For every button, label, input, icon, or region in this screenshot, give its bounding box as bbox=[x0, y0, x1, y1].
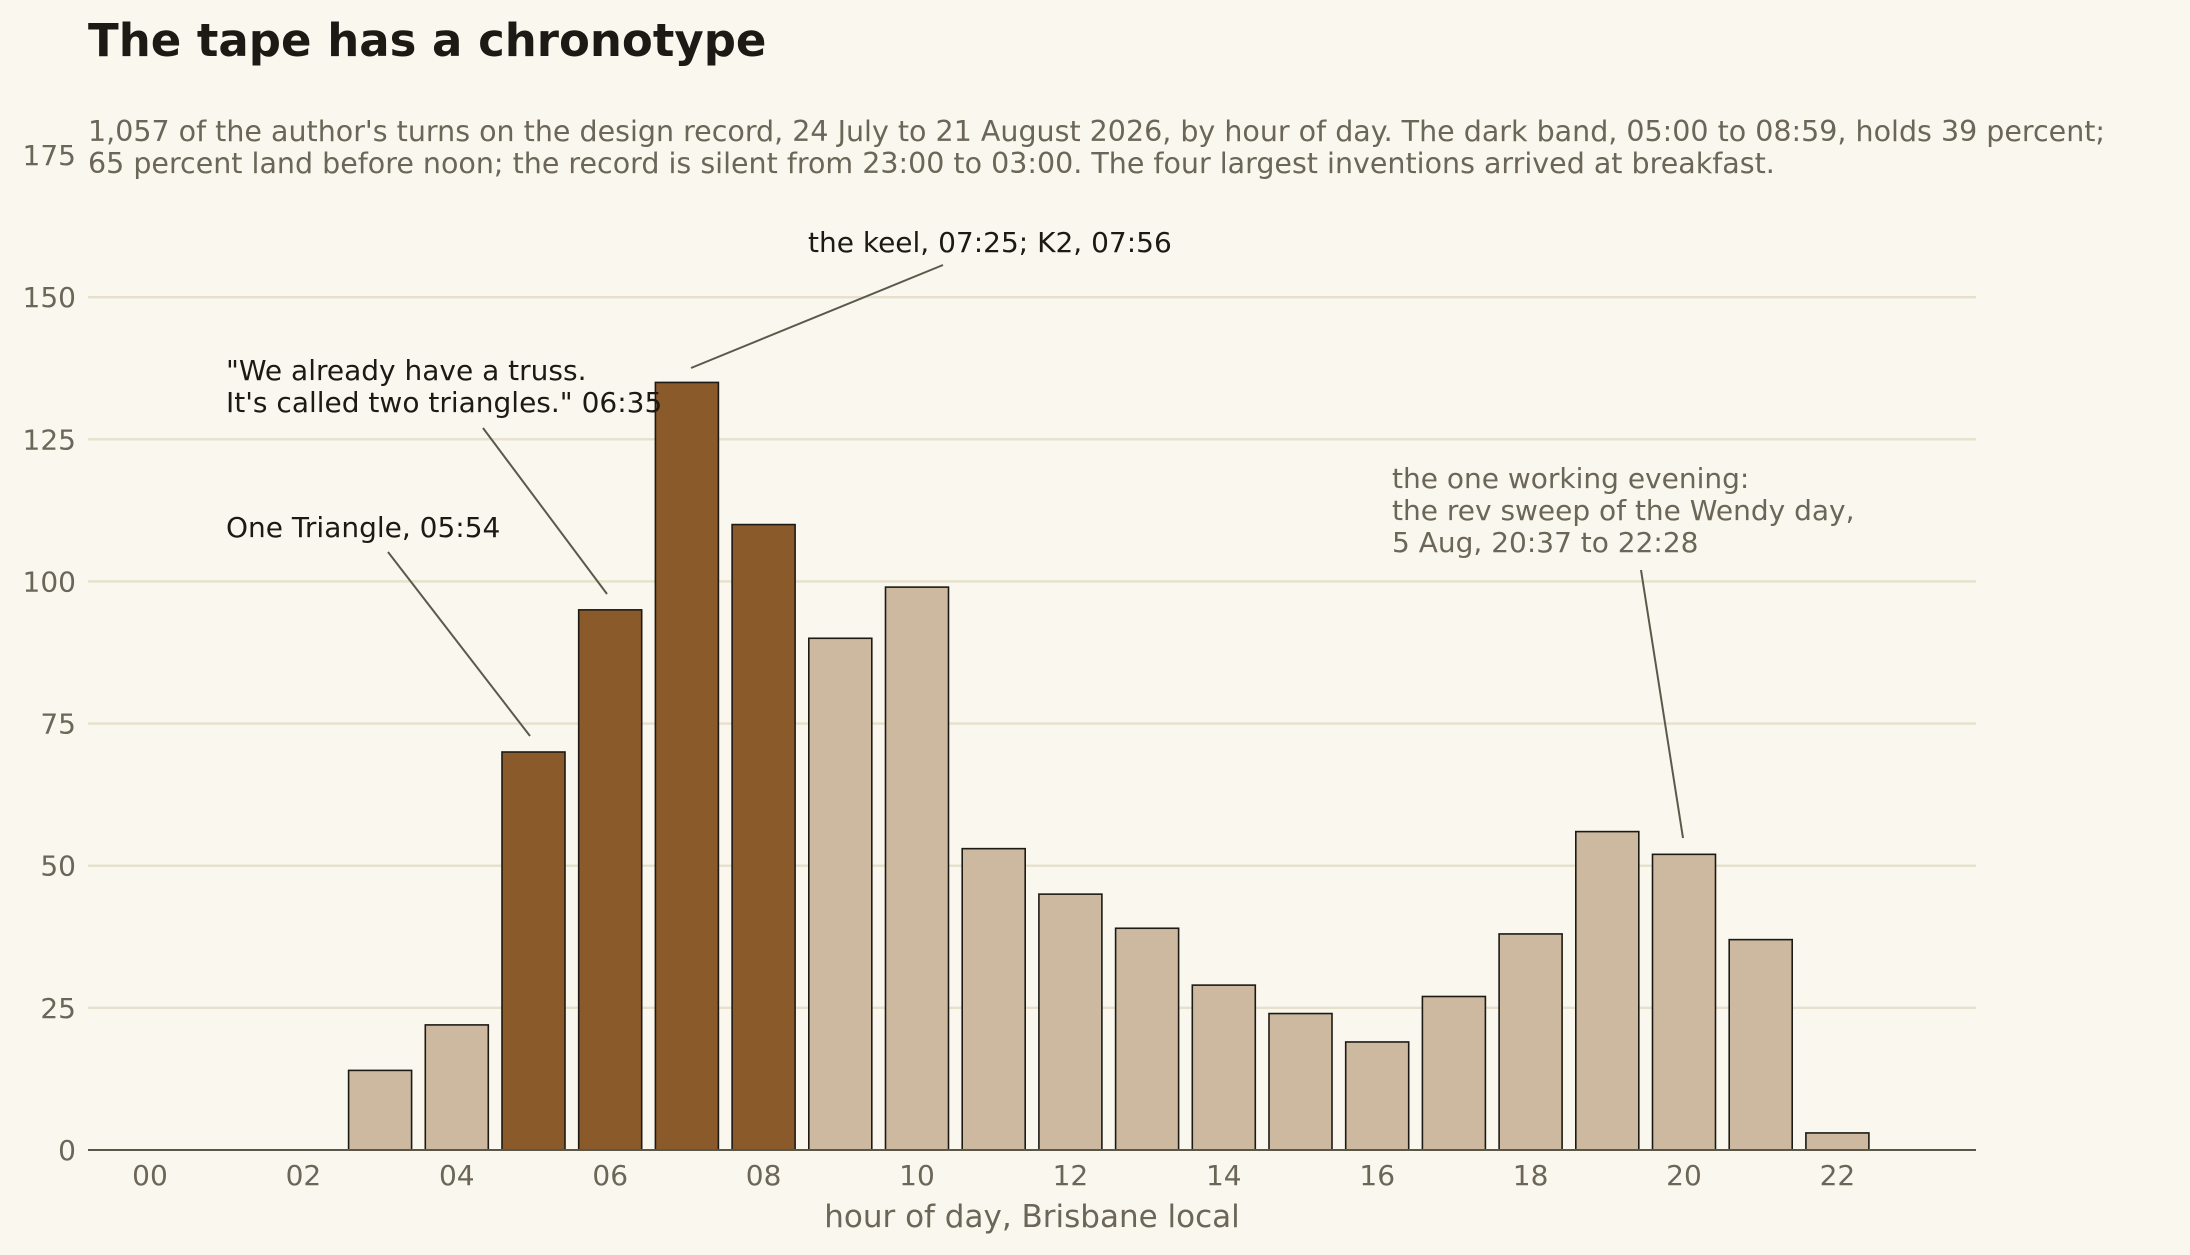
bar-hour-21 bbox=[1728, 938, 1793, 1151]
bar-hour-14 bbox=[1191, 984, 1257, 1151]
bar-hour-18 bbox=[1498, 933, 1563, 1151]
bar-hour-20 bbox=[1651, 853, 1717, 1151]
bar-hour-22 bbox=[1805, 1132, 1870, 1151]
bars bbox=[117, 381, 1947, 1151]
bar-hour-10 bbox=[884, 586, 950, 1151]
x-axis-ticks: 00 02 04 06 08 10 12 14 16 18 20 22 bbox=[132, 1159, 1855, 1192]
annotations: One Triangle, 05:54 "We already have a tr… bbox=[226, 226, 1854, 839]
x-tick-label: 08 bbox=[746, 1159, 782, 1192]
bar-hour-16 bbox=[1344, 1041, 1410, 1151]
bar-hour-15 bbox=[1268, 1012, 1333, 1151]
annotation-text: the one working evening: bbox=[1392, 462, 1749, 495]
subtitle-line-1: 1,057 of the author's turns on the desig… bbox=[88, 115, 2106, 148]
x-tick-label: 02 bbox=[286, 1159, 322, 1192]
bar-hour-04 bbox=[424, 1024, 490, 1151]
bar-hour-17 bbox=[1421, 995, 1487, 1151]
y-tick-label: 125 bbox=[23, 423, 76, 456]
annotation-text: 5 Aug, 20:37 to 22:28 bbox=[1392, 526, 1698, 559]
annotation-text: the rev sweep of the Wendy day, bbox=[1392, 494, 1854, 527]
subtitle-line-2: 65 percent land before noon; the record … bbox=[88, 147, 1775, 180]
y-tick-label: 100 bbox=[23, 565, 76, 598]
bar-hour-06 bbox=[577, 609, 643, 1151]
bar-hour-12 bbox=[1038, 893, 1103, 1151]
x-tick-label: 22 bbox=[1820, 1159, 1856, 1192]
annotation-leader bbox=[387, 551, 531, 737]
chart-subtitle: 1,057 of the author's turns on the desig… bbox=[88, 116, 2105, 180]
bar-hour-09 bbox=[807, 637, 873, 1151]
bar-hour-13 bbox=[1114, 927, 1180, 1151]
x-tick-label: 16 bbox=[1359, 1159, 1395, 1192]
x-tick-label: 06 bbox=[592, 1159, 628, 1192]
chart-title: The tape has a chronotype bbox=[88, 14, 767, 67]
y-tick-label: 175 bbox=[23, 139, 76, 172]
x-tick-label: 14 bbox=[1206, 1159, 1242, 1192]
x-tick-label: 12 bbox=[1053, 1159, 1089, 1192]
x-tick-label: 10 bbox=[899, 1159, 935, 1192]
bar-hour-08 bbox=[731, 523, 796, 1151]
bar-hour-05 bbox=[501, 751, 566, 1151]
y-tick-label: 150 bbox=[23, 281, 76, 314]
y-tick-label: 50 bbox=[40, 850, 76, 883]
y-tick-label: 75 bbox=[40, 708, 76, 741]
x-tick-label: 00 bbox=[132, 1159, 168, 1192]
x-tick-label: 04 bbox=[439, 1159, 475, 1192]
x-tick-label: 18 bbox=[1513, 1159, 1549, 1192]
bar-hour-07 bbox=[654, 381, 720, 1151]
y-axis-ticks: 0 25 50 75 100 125 150 175 bbox=[23, 139, 76, 1167]
bar-hour-03 bbox=[347, 1069, 413, 1151]
annotation-text: It's called two triangles." 06:35 bbox=[226, 386, 662, 419]
annotation-text: "We already have a truss. bbox=[226, 354, 587, 387]
annotation-leader bbox=[1640, 569, 1684, 839]
x-axis-label: hour of day, Brisbane local bbox=[824, 1199, 1240, 1235]
y-tick-label: 0 bbox=[58, 1134, 76, 1167]
bar-hour-11 bbox=[961, 847, 1027, 1151]
y-tick-label: 25 bbox=[40, 992, 76, 1025]
annotation-text: the keel, 07:25; K2, 07:56 bbox=[808, 226, 1172, 259]
annotation-leader bbox=[690, 264, 944, 369]
bar-hour-19 bbox=[1575, 830, 1640, 1151]
annotation-text: One Triangle, 05:54 bbox=[226, 511, 500, 544]
x-tick-label: 20 bbox=[1666, 1159, 1702, 1192]
annotation-leader bbox=[482, 427, 608, 595]
